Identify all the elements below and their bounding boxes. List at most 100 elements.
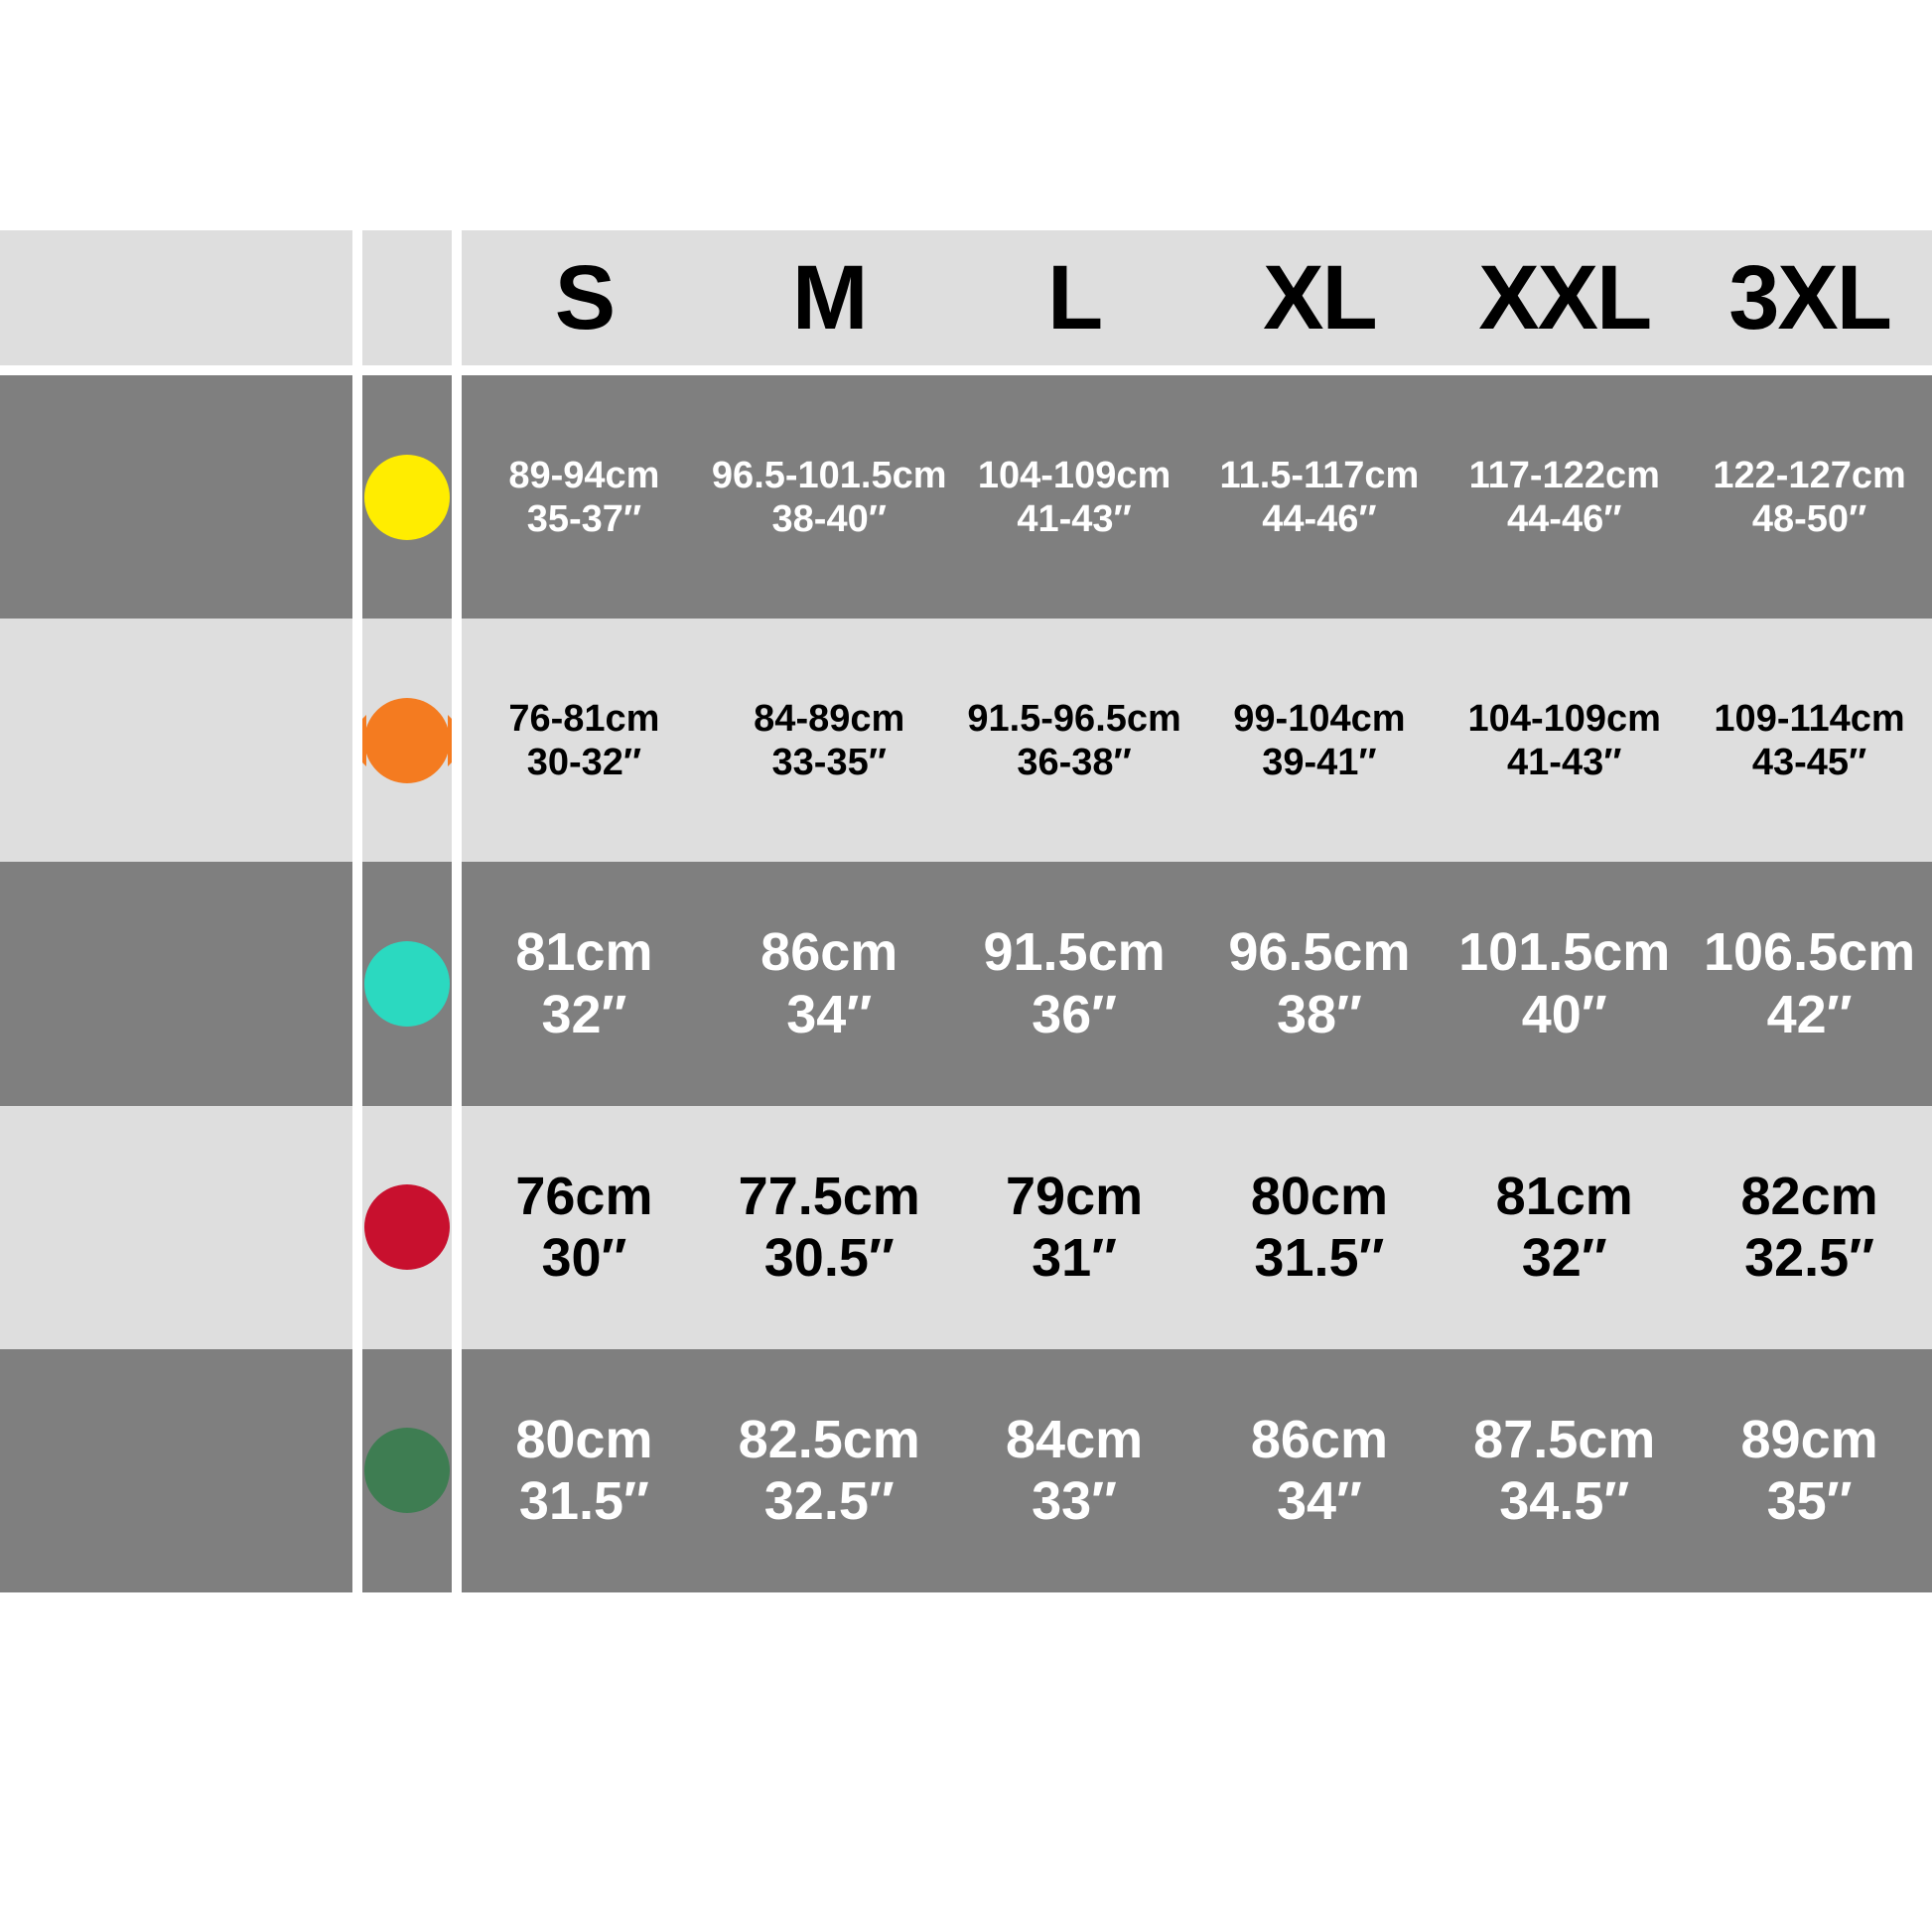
cell-sleeve-m: 82.5cm 32.5″ — [706, 1348, 952, 1592]
cell-chest-m-cm: 96.5-101.5cm — [711, 454, 947, 496]
row-hip-marker-cell — [362, 862, 452, 1106]
cell-waist-l: 91.5-96.5cm 36-38″ — [951, 619, 1197, 863]
cell-waist-xl: 99-104cm 39-41″ — [1196, 619, 1443, 863]
cell-waist-l-cm: 91.5-96.5cm — [967, 697, 1181, 740]
column-header-xxl-label: XXL — [1478, 247, 1652, 348]
cell-sleeve-s-cm: 80cm — [515, 1409, 653, 1469]
cell-chest-l-in: 41-43″ — [1017, 497, 1132, 540]
column-header-xl[interactable]: XL — [1196, 230, 1443, 365]
cell-chest-xl-cm: 11.5-117cm — [1219, 454, 1420, 496]
cell-chest-m-in: 38-40″ — [771, 497, 887, 540]
cell-waist-3xl-in: 43-45″ — [1751, 741, 1867, 783]
cell-sleeve-xl-cm: 86cm — [1250, 1409, 1388, 1469]
cell-inseam-m-in: 30.5″ — [763, 1228, 895, 1289]
cell-sleeve-xl-in: 34″ — [1276, 1471, 1362, 1532]
cell-sleeve-3xl: 89cm 35″ — [1687, 1348, 1932, 1592]
cell-waist-xl-cm: 99-104cm — [1233, 697, 1406, 740]
row-inseam-figure-band — [0, 1105, 352, 1349]
inseam-marker — [364, 1184, 450, 1271]
cell-waist-s-cm: 76-81cm — [508, 697, 660, 740]
cell-inseam-xxl-in: 32″ — [1521, 1228, 1607, 1289]
cell-hip-m-in: 34″ — [786, 984, 873, 1044]
column-header-l[interactable]: L — [951, 230, 1197, 365]
cell-waist-m: 84-89cm 33-35″ — [706, 619, 952, 863]
cell-hip-s-cm: 81cm — [515, 922, 653, 983]
row-sleeve-figure-band — [0, 1348, 352, 1592]
cell-inseam-xl-cm: 80cm — [1250, 1166, 1388, 1226]
cell-hip-xl-cm: 96.5cm — [1228, 922, 1411, 983]
column-header-m[interactable]: M — [706, 230, 952, 365]
cell-hip-xxl-in: 40″ — [1521, 984, 1607, 1044]
cell-hip-l-in: 36″ — [1032, 984, 1118, 1044]
cell-sleeve-m-cm: 82.5cm — [738, 1409, 920, 1469]
cell-hip-l: 91.5cm 36″ — [951, 862, 1197, 1106]
cell-hip-s: 81cm 32″ — [462, 862, 707, 1106]
row-waist-figure-band — [0, 619, 352, 863]
row-inseam-marker-cell — [362, 1105, 452, 1349]
cell-sleeve-l: 84cm 33″ — [951, 1348, 1197, 1592]
cell-chest-xxl-in: 44-46″ — [1507, 497, 1622, 540]
cell-sleeve-l-in: 33″ — [1032, 1471, 1118, 1532]
column-header-3xl-label: 3XL — [1728, 247, 1892, 348]
row-hip-figure-band — [0, 862, 352, 1106]
cell-chest-s: 89-94cm 35-37″ — [462, 375, 707, 620]
cell-inseam-xl-in: 31.5″ — [1254, 1228, 1385, 1289]
size-chart: S M L XL XXL 3XL 89-94cm 35-37″ 9 — [0, 230, 1932, 1592]
cell-chest-xxl-cm: 117-122cm — [1468, 454, 1660, 496]
column-header-xl-label: XL — [1263, 247, 1378, 348]
cell-waist-s: 76-81cm 30-32″ — [462, 619, 707, 863]
cell-chest-s-cm: 89-94cm — [508, 454, 660, 496]
cell-waist-xl-in: 39-41″ — [1262, 741, 1377, 783]
column-header-s[interactable]: S — [462, 230, 707, 365]
cell-inseam-m: 77.5cm 30.5″ — [706, 1105, 952, 1349]
cell-inseam-xxl: 81cm 32″ — [1442, 1105, 1688, 1349]
cell-hip-m: 86cm 34″ — [706, 862, 952, 1106]
cell-inseam-3xl: 82cm 32.5″ — [1687, 1105, 1932, 1349]
cell-waist-3xl: 109-114cm 43-45″ — [1687, 619, 1932, 863]
waist-marker — [364, 697, 450, 783]
row-chest-figure-band — [0, 375, 352, 620]
cell-hip-xl-in: 38″ — [1276, 984, 1362, 1044]
row-sleeve-marker-cell — [362, 1348, 452, 1592]
cell-chest-l: 104-109cm 41-43″ — [951, 375, 1197, 620]
cell-waist-xxl-in: 41-43″ — [1507, 741, 1622, 783]
cell-chest-xxl: 117-122cm 44-46″ — [1442, 375, 1688, 620]
cell-sleeve-l-cm: 84cm — [1006, 1409, 1144, 1469]
cell-inseam-l: 79cm 31″ — [951, 1105, 1197, 1349]
cell-sleeve-s-in: 31.5″ — [518, 1471, 649, 1532]
column-header-s-label: S — [554, 247, 616, 348]
cell-hip-3xl: 106.5cm 42″ — [1687, 862, 1932, 1106]
cell-inseam-s-in: 30″ — [541, 1228, 627, 1289]
column-header-xxl[interactable]: XXL — [1442, 230, 1688, 365]
cell-sleeve-xxl-in: 34.5″ — [1499, 1471, 1630, 1532]
cell-waist-s-in: 30-32″ — [526, 741, 642, 783]
cell-waist-xxl: 104-109cm 41-43″ — [1442, 619, 1688, 863]
cell-inseam-xxl-cm: 81cm — [1495, 1166, 1633, 1226]
cell-chest-s-in: 35-37″ — [526, 497, 642, 540]
sleeve-marker — [364, 1428, 450, 1514]
cell-waist-m-cm: 84-89cm — [754, 697, 905, 740]
cell-waist-xxl-cm: 104-109cm — [1467, 697, 1661, 740]
size-table: S M L XL XXL 3XL 89-94cm 35-37″ 9 — [0, 230, 1932, 1592]
cell-chest-3xl: 122-127cm 48-50″ — [1687, 375, 1932, 620]
cell-sleeve-xl: 86cm 34″ — [1196, 1348, 1443, 1592]
column-header-m-label: M — [791, 247, 869, 348]
cell-inseam-3xl-cm: 82cm — [1740, 1166, 1878, 1226]
cell-chest-xl-in: 44-46″ — [1262, 497, 1377, 540]
cell-hip-xxl: 101.5cm 40″ — [1442, 862, 1688, 1106]
cell-chest-3xl-cm: 122-127cm — [1713, 454, 1906, 496]
column-header-l-label: L — [1046, 247, 1103, 348]
cell-inseam-xl: 80cm 31.5″ — [1196, 1105, 1443, 1349]
cell-sleeve-m-in: 32.5″ — [763, 1471, 895, 1532]
cell-inseam-l-cm: 79cm — [1006, 1166, 1144, 1226]
cell-inseam-l-in: 31″ — [1032, 1228, 1118, 1289]
column-header-3xl[interactable]: 3XL — [1687, 230, 1932, 365]
cell-sleeve-xxl-cm: 87.5cm — [1473, 1409, 1656, 1469]
cell-hip-xl: 96.5cm 38″ — [1196, 862, 1443, 1106]
row-waist-marker-cell — [362, 619, 452, 863]
cell-sleeve-3xl-cm: 89cm — [1740, 1409, 1878, 1469]
cell-inseam-s: 76cm 30″ — [462, 1105, 707, 1349]
cell-chest-xl: 11.5-117cm 44-46″ — [1196, 375, 1443, 620]
cell-hip-s-in: 32″ — [541, 984, 627, 1044]
hip-marker — [364, 940, 450, 1027]
